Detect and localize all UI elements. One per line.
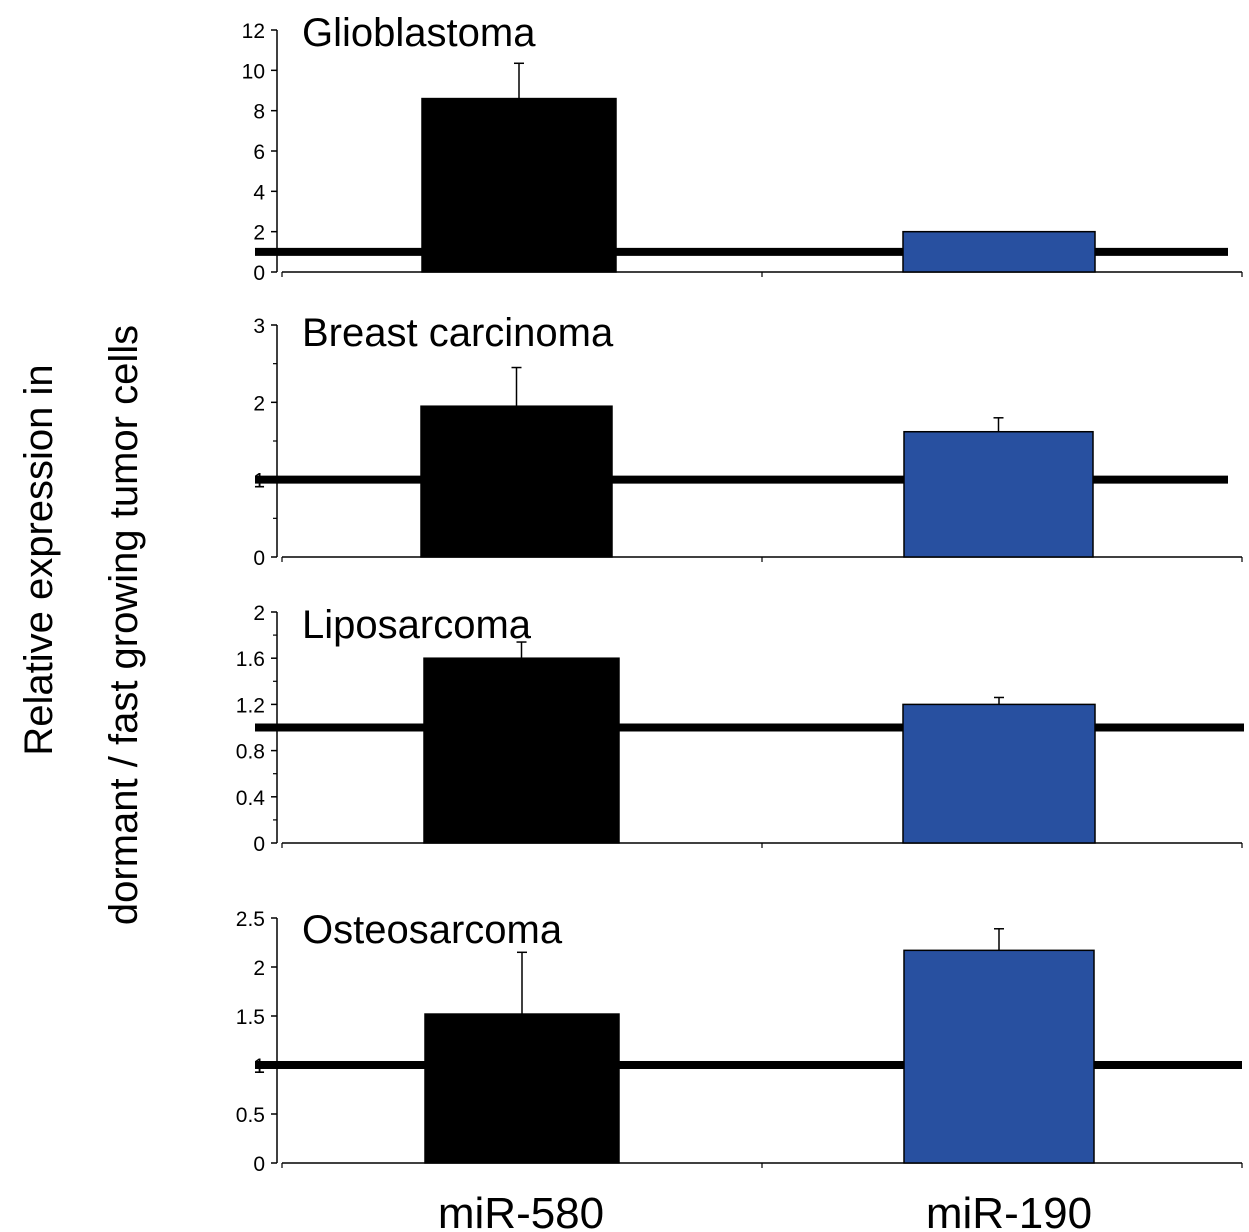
chart-title: Osteosarcoma xyxy=(302,908,563,952)
y-tick-label: 10 xyxy=(242,60,265,83)
y-tick-label: 12 xyxy=(242,20,265,43)
chart-title: Liposarcoma xyxy=(302,603,532,647)
y-tick-label: 0 xyxy=(253,833,265,856)
chart-panel-2: 0123Breast carcinoma xyxy=(253,311,1243,570)
y-tick-label: 2 xyxy=(253,392,265,415)
bar-mir-190 xyxy=(903,430,1094,558)
y-tick-label: 0 xyxy=(253,262,265,285)
y-tick-label: 6 xyxy=(253,141,265,164)
chart-panel-1: 0 2 4 6 8 10 12 Glioblastoma xyxy=(242,11,1243,285)
y-tick-label: 3 xyxy=(253,315,265,338)
y-tick-label: 2 xyxy=(253,222,265,245)
bar-mir-580 xyxy=(423,657,620,844)
y-tick-label: 8 xyxy=(253,101,265,124)
y-tick-label: 0.5 xyxy=(236,1104,265,1127)
bar-mir-190 xyxy=(903,949,1095,1164)
bar-mir-580 xyxy=(421,97,617,273)
y-axis-label-line1: Relative expression in xyxy=(17,364,61,755)
x-category-label: miR-580 xyxy=(438,1189,604,1232)
y-tick-label: 0 xyxy=(253,547,265,570)
chart-title: Glioblastoma xyxy=(302,11,536,55)
x-category-label: miR-190 xyxy=(926,1189,1092,1232)
bar-mir-580 xyxy=(420,405,613,558)
chart-panel-3: 0 0.4 0.8 1.2 1.6 2 Liposarcoma xyxy=(236,602,1244,856)
y-tick-label: 2.5 xyxy=(236,908,265,931)
y-tick-label: 4 xyxy=(253,181,265,204)
chart-title: Breast carcinoma xyxy=(302,311,614,355)
y-tick-label: 2 xyxy=(253,957,265,980)
chart-panels: 024681012Glioblastoma0123Breast carcinom… xyxy=(236,11,1244,1232)
bar-mir-190 xyxy=(902,230,1096,273)
y-tick-label: 1.6 xyxy=(236,648,265,671)
bar-mir-190 xyxy=(902,703,1096,844)
y-tick-label: 1.5 xyxy=(236,1006,265,1029)
y-tick-label: 1.2 xyxy=(236,694,265,717)
y-axis-label-line2: dormant / fast growing tumor cells xyxy=(102,325,146,925)
bar-mir-580 xyxy=(424,1013,620,1164)
y-tick-label: 0 xyxy=(253,1153,265,1176)
y-tick-label: 0.4 xyxy=(236,787,266,810)
y-tick-label: 0.8 xyxy=(236,741,265,764)
y-tick-label: 2 xyxy=(253,602,265,625)
